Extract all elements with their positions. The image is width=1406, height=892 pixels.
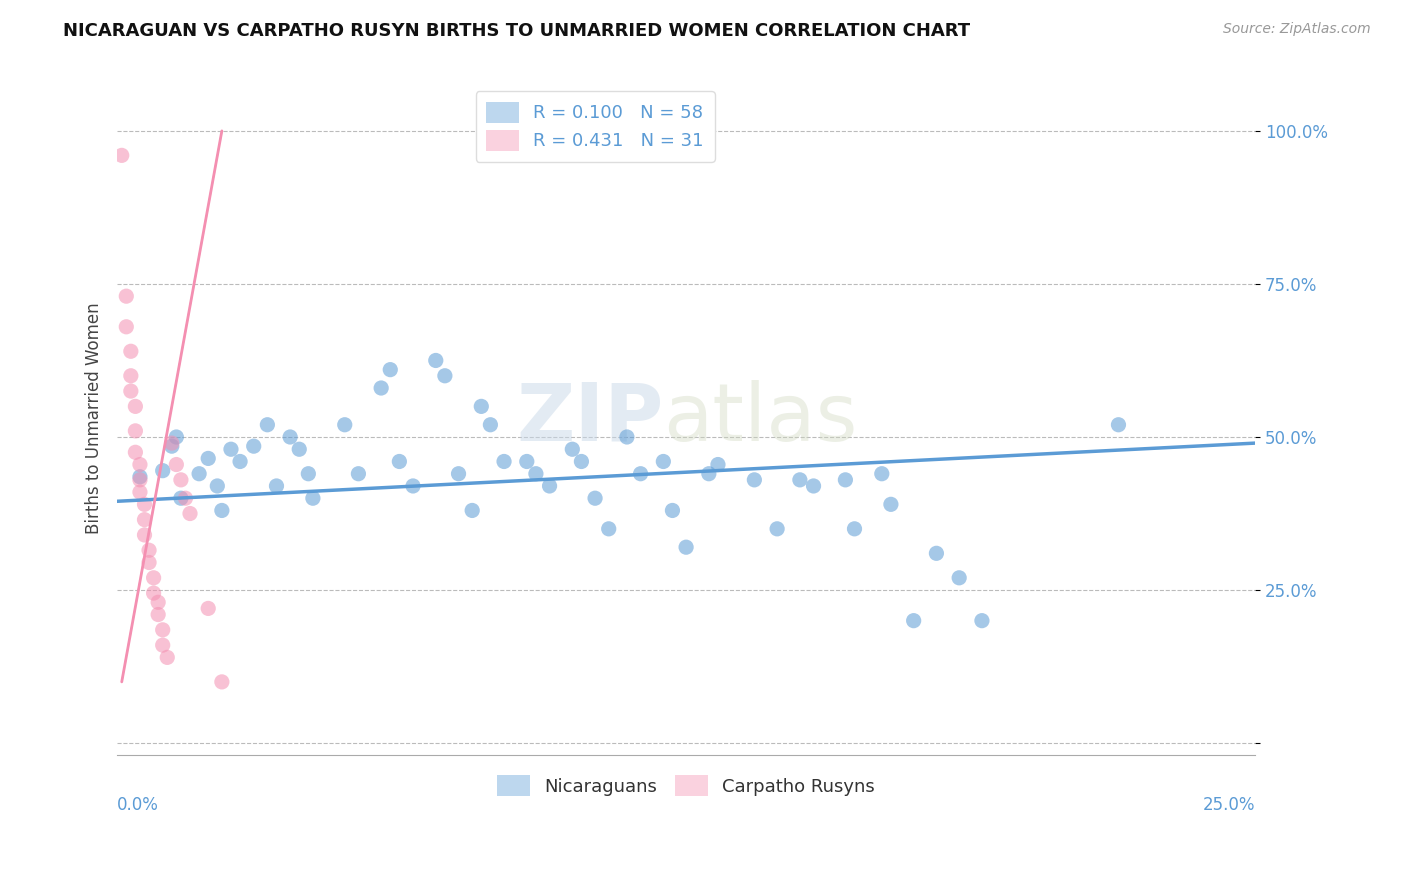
Text: 0.0%: 0.0% — [117, 796, 159, 814]
Point — [120, 384, 142, 398]
Point — [538, 479, 561, 493]
Point — [138, 556, 160, 570]
Point — [197, 451, 219, 466]
Point — [152, 623, 174, 637]
Point — [297, 467, 319, 481]
Point — [115, 289, 138, 303]
Text: ZIP: ZIP — [516, 380, 664, 458]
Text: NICARAGUAN VS CARPATHO RUSYN BIRTHS TO UNMARRIED WOMEN CORRELATION CHART: NICARAGUAN VS CARPATHO RUSYN BIRTHS TO U… — [63, 22, 970, 40]
Point — [598, 522, 620, 536]
Point — [302, 491, 325, 506]
Point — [380, 362, 402, 376]
Point — [211, 674, 233, 689]
Point — [142, 586, 165, 600]
Point — [170, 491, 193, 506]
Point — [744, 473, 766, 487]
Point — [146, 607, 169, 622]
Point — [207, 479, 229, 493]
Point — [152, 638, 174, 652]
Point — [571, 454, 593, 468]
Point — [129, 470, 152, 484]
Point — [661, 503, 683, 517]
Point — [124, 400, 146, 414]
Point — [652, 454, 675, 468]
Point — [583, 491, 606, 506]
Point — [561, 442, 583, 457]
Point — [156, 650, 179, 665]
Point — [219, 442, 242, 457]
Point — [880, 497, 903, 511]
Point — [347, 467, 370, 481]
Point — [242, 439, 264, 453]
Point — [129, 473, 152, 487]
Text: atlas: atlas — [664, 380, 858, 458]
Point — [470, 400, 492, 414]
Point — [697, 467, 720, 481]
Point — [766, 522, 789, 536]
Point — [433, 368, 456, 383]
Point — [925, 546, 948, 560]
Point — [256, 417, 278, 432]
Point — [134, 528, 156, 542]
Point — [115, 319, 138, 334]
Point — [165, 430, 187, 444]
Point — [948, 571, 970, 585]
Point — [120, 344, 142, 359]
Point — [370, 381, 392, 395]
Point — [188, 467, 211, 481]
Point — [129, 485, 152, 500]
Point — [142, 571, 165, 585]
Point — [447, 467, 470, 481]
Text: 25.0%: 25.0% — [1202, 796, 1256, 814]
Point — [211, 503, 233, 517]
Point — [524, 467, 547, 481]
Point — [160, 439, 183, 453]
Point — [630, 467, 652, 481]
Point — [174, 491, 197, 506]
Point — [146, 595, 169, 609]
Point — [120, 368, 142, 383]
Point — [111, 148, 134, 162]
Point — [388, 454, 411, 468]
Point — [165, 458, 187, 472]
Point — [179, 507, 201, 521]
Point — [170, 473, 193, 487]
Point — [124, 424, 146, 438]
Y-axis label: Births to Unmarried Women: Births to Unmarried Women — [86, 302, 103, 534]
Point — [1107, 417, 1129, 432]
Point — [870, 467, 893, 481]
Point — [124, 445, 146, 459]
Point — [138, 543, 160, 558]
Point — [197, 601, 219, 615]
Point — [461, 503, 484, 517]
Point — [333, 417, 356, 432]
Point — [834, 473, 856, 487]
Point — [675, 540, 697, 554]
Point — [134, 497, 156, 511]
Point — [789, 473, 811, 487]
Point — [970, 614, 993, 628]
Point — [707, 458, 730, 472]
Point — [903, 614, 925, 628]
Point — [134, 513, 156, 527]
Point — [229, 454, 252, 468]
Point — [492, 454, 515, 468]
Point — [160, 436, 183, 450]
Point — [844, 522, 866, 536]
Point — [278, 430, 301, 444]
Point — [479, 417, 502, 432]
Point — [129, 458, 152, 472]
Point — [152, 464, 174, 478]
Point — [402, 479, 425, 493]
Point — [425, 353, 447, 368]
Text: Source: ZipAtlas.com: Source: ZipAtlas.com — [1223, 22, 1371, 37]
Point — [288, 442, 311, 457]
Legend: Nicaraguans, Carpatho Rusyns: Nicaraguans, Carpatho Rusyns — [491, 768, 882, 804]
Point — [516, 454, 538, 468]
Point — [616, 430, 638, 444]
Point — [803, 479, 825, 493]
Point — [266, 479, 288, 493]
